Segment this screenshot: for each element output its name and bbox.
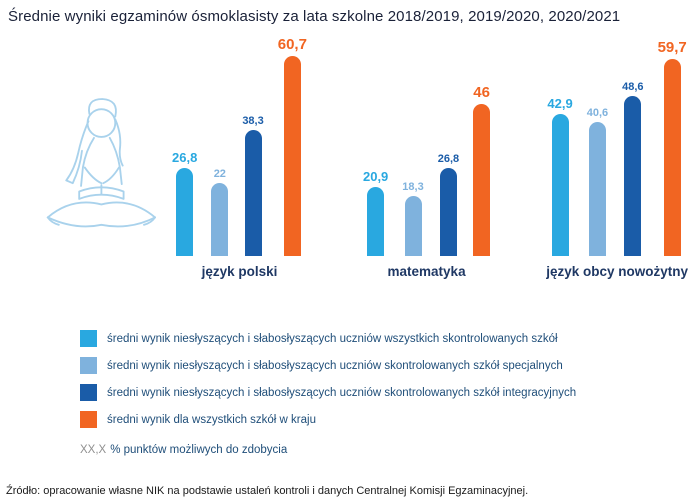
- bar-column: 22: [211, 168, 229, 256]
- unit-note-symbol: XX,X: [80, 444, 107, 456]
- bar-value-label: 59,7: [657, 39, 687, 56]
- bar-group: 20,9 18,3 26,8 46: [363, 36, 491, 256]
- bar: [439, 167, 457, 256]
- bar-column: 26,8: [172, 150, 197, 256]
- bar-value-label: 26,8: [172, 149, 198, 165]
- legend-swatch: [80, 384, 97, 401]
- category-group-2: 20,9 18,3 26,8 46 matematyka: [363, 36, 491, 288]
- category-label: język polski: [201, 264, 278, 279]
- bar-group: 26,8 22 38,3 60,7: [172, 36, 307, 256]
- bar-value-label: 38,3: [242, 114, 264, 127]
- category-label: język obcy nowożytny: [546, 264, 688, 279]
- legend-swatch: [80, 330, 97, 347]
- bar-value-label: 22: [213, 168, 226, 181]
- chart-legend: średni wynik niesłyszących i słabosłyszą…: [80, 330, 576, 438]
- legend-item-2: średni wynik niesłyszących i słabosłyszą…: [80, 357, 576, 374]
- bar: [367, 187, 385, 256]
- bar: [176, 167, 194, 256]
- bar-column: 46: [473, 84, 491, 256]
- legend-label: średni wynik niesłyszących i słabosłyszą…: [107, 386, 577, 399]
- bar: [473, 104, 491, 256]
- category-group-1: 26,8 22 38,3 60,7 język polski: [172, 36, 307, 288]
- legend-swatch: [80, 357, 97, 374]
- legend-label: średni wynik niesłyszących i słabosłyszą…: [107, 359, 563, 372]
- bar-column: 18,3: [402, 180, 424, 256]
- bar-column: 42,9: [547, 96, 573, 256]
- source-footer: Źródło: opracowanie własne NIK na podsta…: [6, 485, 529, 497]
- bar: [211, 183, 229, 256]
- bar: [404, 195, 422, 256]
- category-label: matematyka: [387, 264, 466, 279]
- bar-value-label: 46: [473, 84, 490, 102]
- bar: [624, 95, 642, 256]
- bar-column: 26,8: [438, 153, 459, 256]
- bar: [244, 129, 262, 256]
- legend-item-3: średni wynik niesłyszących i słabosłyszą…: [80, 384, 576, 401]
- bar-chart: 26,8 22 38,3 60,7 język polski 20,9 18,3 26,8 46…: [172, 36, 688, 288]
- bar: [551, 114, 569, 256]
- unit-note: XX,X % punktów możliwych do zdobycia: [80, 444, 287, 456]
- legend-item-1: średni wynik niesłyszących i słabosłyszą…: [80, 330, 576, 347]
- bar-column: 20,9: [363, 169, 388, 256]
- legend-swatch: [80, 411, 97, 428]
- legend-label: średni wynik niesłyszących i słabosłyszą…: [107, 332, 558, 345]
- bar-value-label: 60,7: [277, 35, 307, 53]
- bar-column: 48,6: [622, 80, 644, 256]
- bar-value-label: 26,8: [437, 152, 460, 165]
- bar-column: 38,3: [242, 114, 264, 256]
- bar: [588, 122, 606, 256]
- bar-column: 59,7: [658, 39, 687, 256]
- category-group-3: 42,9 40,6 48,6 59,7 język obcy nowożytny: [546, 36, 688, 288]
- bar-column: 40,6: [587, 107, 608, 256]
- bar-value-label: 18,3: [402, 180, 424, 193]
- reading-person-illustration: [46, 98, 156, 228]
- bar-value-label: 20,9: [362, 169, 389, 184]
- bar-value-label: 48,6: [622, 80, 644, 93]
- bar-value-label: 40,6: [586, 107, 609, 119]
- bar: [283, 55, 301, 256]
- bar: [663, 59, 681, 256]
- unit-note-text: % punktów możliwych do zdobycia: [110, 444, 288, 456]
- chart-title: Średnie wyniki egzaminów ósmoklasisty za…: [8, 8, 621, 25]
- legend-item-4: średni wynik dla wszystkich szkół w kraj…: [80, 411, 576, 428]
- bar-column: 60,7: [278, 36, 307, 256]
- legend-label: średni wynik dla wszystkich szkół w kraj…: [107, 413, 316, 426]
- bar-value-label: 42,9: [547, 96, 573, 112]
- bar-group: 42,9 40,6 48,6 59,7: [547, 36, 687, 256]
